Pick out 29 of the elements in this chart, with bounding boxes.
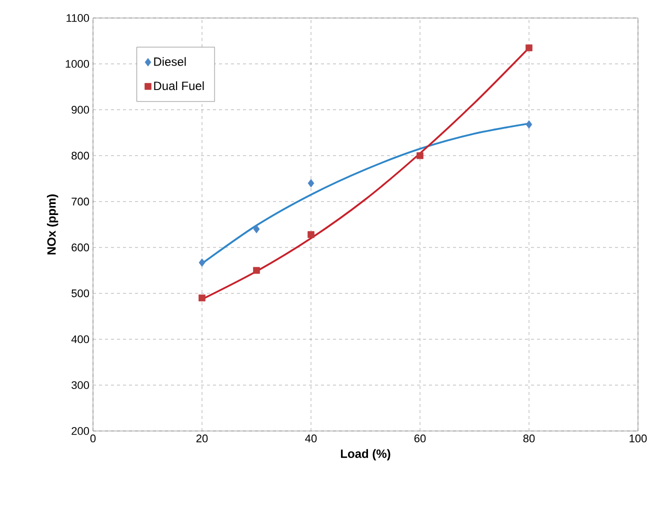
y-tick-label: 200 bbox=[72, 427, 90, 435]
legend-label: Dual Fuel bbox=[154, 81, 204, 90]
x-tick-label: 20 bbox=[196, 434, 208, 442]
point bbox=[416, 152, 424, 160]
point bbox=[198, 294, 206, 302]
y-tick-label: 700 bbox=[72, 198, 90, 206]
point bbox=[198, 258, 206, 267]
x-tick-label: 100 bbox=[630, 434, 647, 442]
point bbox=[526, 120, 532, 129]
point bbox=[526, 44, 532, 52]
point bbox=[253, 224, 260, 234]
y-tick-label: 600 bbox=[72, 244, 90, 252]
x-axis-title: Load (%) bbox=[340, 449, 390, 460]
y-tick-label: 300 bbox=[72, 381, 90, 389]
x-tick-label: 80 bbox=[523, 434, 535, 442]
point bbox=[308, 231, 314, 238]
y-tick-label: 800 bbox=[72, 152, 90, 160]
y-axis-title: NOx (ppm) bbox=[46, 194, 58, 254]
y-tick-label: 900 bbox=[72, 106, 90, 114]
y-tick-label: 1100 bbox=[66, 14, 90, 22]
y-tick-label: 400 bbox=[71, 335, 90, 344]
x-tick-label: 0 bbox=[90, 434, 96, 442]
point bbox=[308, 178, 314, 188]
x-tick-label: 40 bbox=[305, 434, 317, 442]
y-tick-label: 1000 bbox=[66, 60, 90, 68]
legend-label: Diesel bbox=[154, 57, 186, 66]
x-tick-label: 60 bbox=[414, 434, 426, 442]
point bbox=[253, 266, 260, 274]
y-tick-label: 500 bbox=[72, 289, 90, 298]
